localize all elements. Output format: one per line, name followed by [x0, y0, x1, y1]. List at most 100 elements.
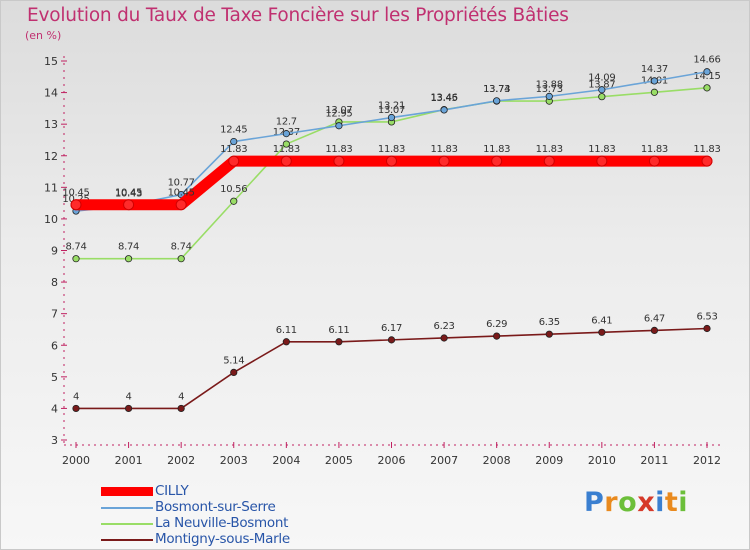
data-point — [648, 155, 660, 167]
x-tick-label: 2001 — [115, 454, 143, 467]
data-label: 11.83 — [431, 144, 458, 155]
x-tick-label: 2006 — [378, 454, 406, 467]
data-label: 4 — [73, 391, 79, 402]
data-point — [230, 368, 238, 377]
data-label: 14.37 — [641, 64, 668, 75]
data-point — [545, 92, 553, 100]
logo-letter: o — [618, 487, 638, 518]
data-point — [703, 68, 711, 76]
data-point — [491, 155, 503, 167]
y-tick-label: 14 — [44, 87, 58, 100]
data-label: 10.43 — [115, 188, 142, 199]
data-point — [438, 155, 450, 167]
data-label: 6.17 — [381, 323, 402, 334]
data-point — [177, 255, 185, 263]
data-point — [333, 155, 345, 167]
data-point — [386, 155, 397, 167]
proxiti-logo: Proxiti — [584, 487, 688, 518]
data-label: 6.29 — [486, 319, 507, 330]
data-label: 6.11 — [276, 325, 297, 336]
data-label: 13.07 — [325, 105, 352, 116]
data-label: 13.74 — [483, 84, 510, 95]
x-tick-label: 2012 — [693, 454, 721, 467]
data-label: 13.88 — [536, 79, 563, 90]
y-tick-label: 12 — [44, 150, 58, 163]
data-label: 13.46 — [431, 93, 458, 104]
data-label: 10.45 — [115, 188, 142, 199]
data-label: 12.95 — [325, 109, 352, 120]
data-label: 13.21 — [378, 101, 405, 112]
x-tick-label: 2002 — [167, 454, 195, 467]
x-tick-label: 2011 — [640, 454, 668, 467]
data-label: 13.45 — [431, 93, 458, 104]
x-tick-label: 2008 — [483, 454, 511, 467]
x-tick-label: 2010 — [588, 454, 616, 467]
data-label: 6.35 — [539, 317, 560, 328]
x-tick-label: 2000 — [62, 454, 90, 467]
logo-letter: P — [584, 487, 605, 518]
data-label: 14.66 — [693, 55, 720, 66]
data-label: 5.14 — [223, 355, 244, 366]
chart-title: Evolution du Taux de Taxe Foncière sur l… — [27, 5, 569, 26]
data-point — [598, 86, 606, 94]
data-point — [703, 84, 711, 92]
legend-label-bosmont: Bosmont-sur-Serre — [155, 499, 276, 515]
data-point — [596, 155, 608, 167]
data-label: 13.87 — [588, 80, 615, 91]
data-label: 6.41 — [591, 315, 612, 326]
data-point — [70, 199, 82, 211]
data-label: 11.83 — [536, 144, 563, 155]
data-point — [335, 338, 343, 346]
legend-swatch-cilly — [101, 487, 153, 496]
x-tick-label: 2007 — [430, 454, 458, 467]
y-tick-label: 13 — [44, 118, 58, 131]
data-label: 6.11 — [328, 325, 349, 336]
x-tick-label: 2005 — [325, 454, 353, 467]
data-point — [387, 336, 396, 344]
data-label: 8.74 — [118, 242, 139, 253]
data-point — [124, 404, 133, 413]
y-tick-label: 5 — [51, 371, 58, 384]
logo-letter: x — [637, 487, 656, 518]
data-label: 13.73 — [483, 84, 510, 95]
data-label: 12.45 — [220, 125, 247, 136]
legend-swatch-bosmont — [101, 507, 153, 509]
data-point — [72, 255, 80, 263]
data-label: 14.15 — [693, 71, 720, 82]
data-point — [701, 155, 713, 167]
legend-swatch-neuville — [101, 523, 153, 525]
data-point — [440, 106, 448, 114]
logo-letter: i — [678, 487, 689, 518]
data-label: 11.83 — [325, 144, 352, 155]
data-point — [335, 122, 343, 130]
legend-label-cilly: CILLY — [155, 483, 189, 499]
data-point — [230, 137, 238, 146]
logo-letter: i — [655, 487, 665, 518]
data-point — [282, 140, 290, 148]
x-tick-label: 2009 — [535, 454, 563, 467]
data-label: 11.83 — [378, 144, 405, 155]
data-label: 10.56 — [220, 184, 247, 195]
data-point — [493, 97, 501, 105]
data-label: 10.45 — [168, 188, 195, 199]
y-tick-label: 15 — [44, 55, 58, 68]
chart-subtitle: (en %) — [25, 29, 62, 42]
data-point — [703, 324, 711, 333]
data-point — [282, 130, 290, 138]
data-label: 8.74 — [65, 242, 86, 253]
data-label: 10.45 — [62, 188, 89, 199]
y-tick-label: 6 — [51, 339, 58, 352]
x-tick-label: 2003 — [220, 454, 248, 467]
legend-label-montigny: Montigny-sous-Marle — [155, 531, 290, 547]
data-label: 13.73 — [536, 84, 563, 95]
logo-letter: r — [604, 487, 619, 518]
data-label: 14.09 — [588, 73, 615, 84]
legend-label-neuville: La Neuville-Bosmont — [155, 515, 289, 531]
data-label: 11.83 — [483, 144, 510, 155]
data-label: 11.83 — [588, 144, 615, 155]
data-point — [124, 255, 133, 263]
data-point — [175, 199, 187, 211]
data-point — [543, 155, 555, 167]
data-label: 8.74 — [171, 242, 192, 253]
